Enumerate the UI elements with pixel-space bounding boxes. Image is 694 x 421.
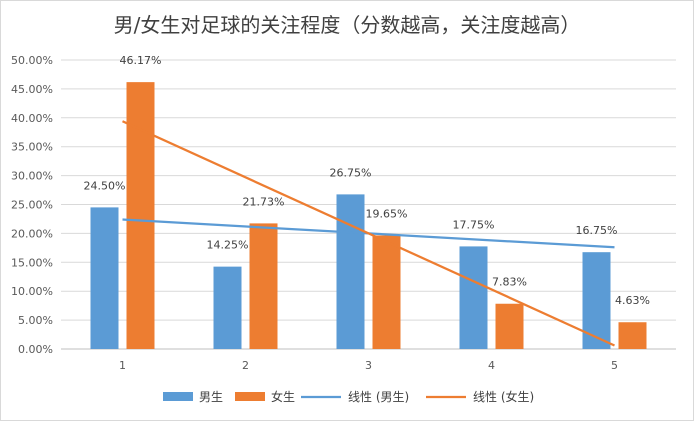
x-tick-label: 2: [242, 359, 249, 372]
bar-female: [249, 223, 278, 349]
legend-label: 线性 (男生): [348, 390, 409, 404]
trendline-female: [122, 120, 615, 347]
data-label: 17.75%: [453, 218, 495, 231]
data-label: 19.65%: [366, 207, 408, 220]
y-tick-label: 20.00%: [11, 227, 53, 240]
data-label: 24.50%: [84, 179, 126, 192]
data-label: 16.75%: [576, 224, 618, 237]
chart-title: 男/女生对足球的关注程度（分数越高，关注度越高）: [113, 13, 581, 37]
data-label: 46.17%: [120, 54, 162, 67]
y-tick-label: 10.00%: [11, 285, 53, 298]
bar-male: [459, 246, 488, 349]
legend-label: 线性 (女生): [473, 389, 534, 404]
x-tick-label: 4: [488, 359, 495, 372]
y-tick-label: 0.00%: [18, 343, 53, 356]
y-tick-label: 30.00%: [11, 170, 53, 183]
y-tick-label: 25.00%: [11, 199, 53, 212]
data-label: 7.83%: [492, 276, 527, 289]
x-tick-label: 1: [119, 359, 126, 372]
bar-male: [90, 207, 119, 349]
bar-female: [618, 322, 647, 349]
legend-swatch-male: [163, 392, 193, 401]
data-label: 14.25%: [207, 239, 249, 252]
x-tick-label: 3: [365, 359, 372, 372]
bar-female: [126, 82, 155, 350]
y-tick-label: 5.00%: [18, 314, 53, 327]
y-tick-label: 45.00%: [11, 83, 53, 96]
bar-female: [372, 235, 401, 349]
bar-male: [336, 194, 365, 349]
bar-male: [582, 252, 611, 349]
bar-female: [495, 303, 524, 349]
x-tick-label: 5: [611, 359, 618, 372]
data-label: 21.73%: [243, 195, 285, 208]
y-tick-label: 35.00%: [11, 141, 53, 154]
legend-label: 女生: [271, 389, 295, 404]
data-label: 26.75%: [330, 166, 372, 179]
y-tick-label: 40.00%: [11, 112, 53, 125]
data-label: 4.63%: [615, 294, 650, 307]
legend-swatch-female: [235, 392, 265, 401]
bar-male: [213, 266, 242, 349]
y-tick-label: 15.00%: [11, 256, 53, 269]
y-tick-label: 50.00%: [11, 54, 53, 67]
legend-label: 男生: [199, 390, 223, 404]
